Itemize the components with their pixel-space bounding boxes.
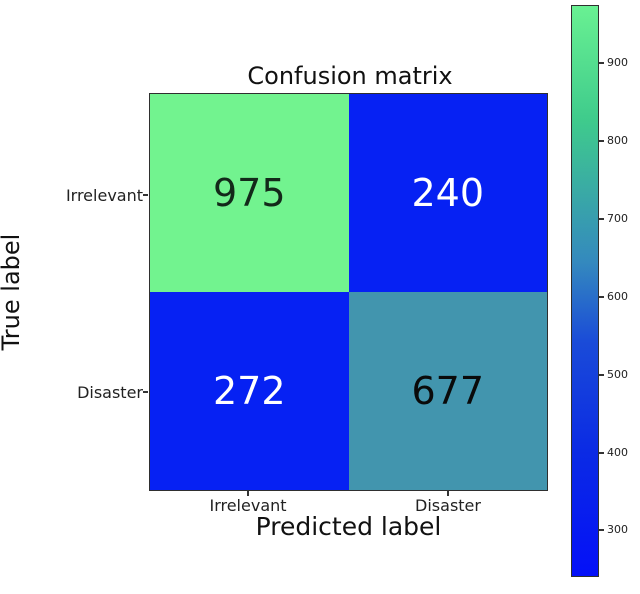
- x-tick-label-irrelevant: Irrelevant: [209, 496, 287, 515]
- heatmap-cell-true-disaster-pred-irrelevant: 272: [150, 292, 349, 490]
- colorbar-tick-label-400: 400: [607, 446, 628, 459]
- colorbar-tick-label-600: 600: [607, 290, 628, 303]
- colorbar-tick-mark: [599, 452, 604, 454]
- x-tick-mark: [247, 491, 249, 496]
- heatmap-cell-true-disaster-pred-disaster: 677: [348, 292, 547, 490]
- x-axis-label: Predicted label: [255, 512, 442, 541]
- colorbar-tick-label-900: 900: [607, 56, 628, 69]
- heatmap-plot: 975 240 272 677: [149, 93, 548, 491]
- colorbar-tick-label-500: 500: [607, 368, 628, 381]
- colorbar-tick-mark: [599, 140, 604, 142]
- y-tick-label-disaster: Disaster: [77, 383, 143, 402]
- colorbar-tick-mark: [599, 374, 604, 376]
- y-tick-label-irrelevant: Irrelevant: [65, 186, 143, 205]
- heatmap-cell-true-irrelevant-pred-disaster: 240: [348, 94, 547, 292]
- colorbar-tick-mark: [599, 218, 604, 220]
- chart-title: Confusion matrix: [247, 62, 453, 90]
- x-tick-label-disaster: Disaster: [415, 496, 481, 515]
- colorbar-gradient: [571, 5, 599, 577]
- y-tick-mark: [143, 391, 148, 393]
- colorbar-tick-mark: [599, 529, 604, 531]
- y-axis-label: True label: [0, 233, 25, 351]
- colorbar-tick-label-300: 300: [607, 523, 628, 536]
- y-tick-mark: [143, 194, 148, 196]
- colorbar-tick-label-700: 700: [607, 212, 628, 225]
- colorbar-tick-mark: [599, 296, 604, 298]
- colorbar-tick-mark: [599, 62, 604, 64]
- colorbar-tick-label-800: 800: [607, 134, 628, 147]
- heatmap-cell-true-irrelevant-pred-irrelevant: 975: [150, 94, 349, 292]
- x-tick-mark: [447, 491, 449, 496]
